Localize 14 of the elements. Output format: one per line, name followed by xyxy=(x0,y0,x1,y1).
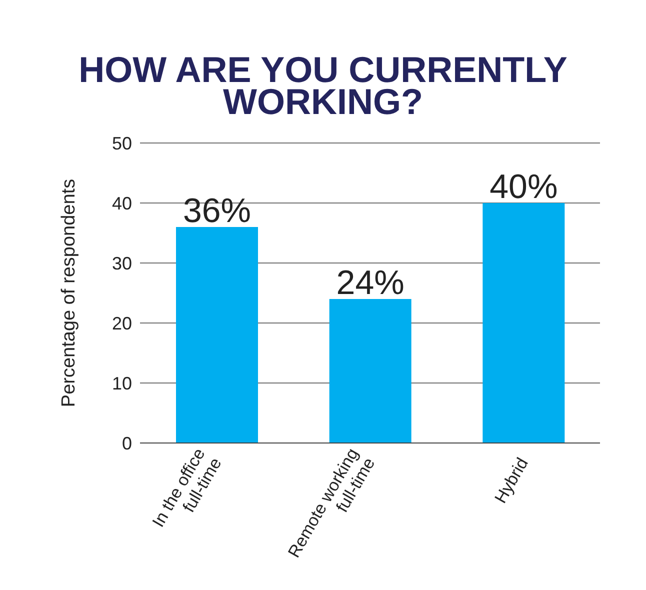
y-tick-label: 50 xyxy=(112,133,132,154)
y-tick-label: 10 xyxy=(112,373,132,394)
y-tick-label: 20 xyxy=(112,313,132,334)
data-label: 24% xyxy=(336,264,404,302)
data-label: 40% xyxy=(490,168,558,206)
data-label: 36% xyxy=(182,192,252,230)
chart-title: HOW ARE YOU CURRENTLY WORKING? xyxy=(78,48,568,122)
y-tick-label: 40 xyxy=(112,193,132,214)
bar xyxy=(482,203,565,443)
y-tick-label: 30 xyxy=(112,253,132,274)
y-axis-title: Percentage of respondents xyxy=(58,178,80,408)
y-tick-label: 0 xyxy=(122,433,132,454)
bar xyxy=(329,299,412,443)
bar xyxy=(176,227,258,443)
